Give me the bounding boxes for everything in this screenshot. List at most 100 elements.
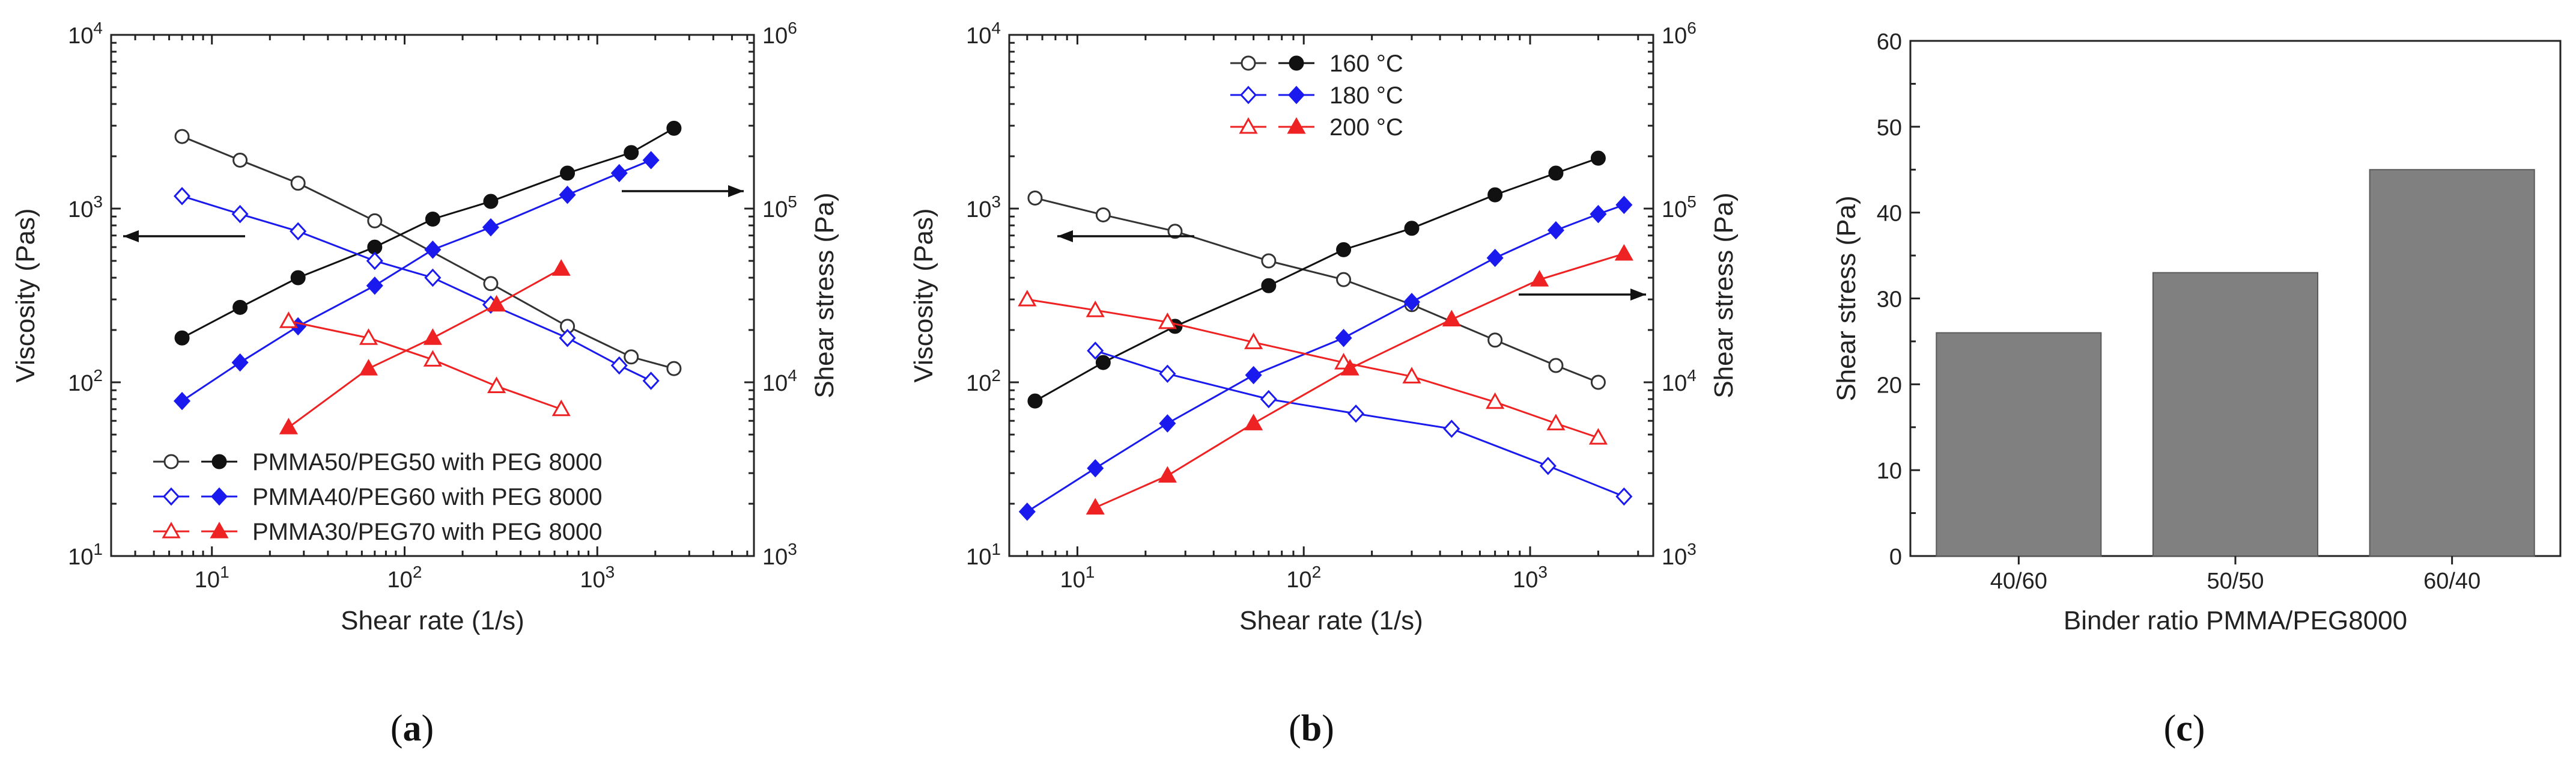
y-tick-label: 102 (68, 366, 103, 396)
data-point (1590, 374, 1606, 390)
data-point (610, 163, 628, 183)
legend-label: PMMA40/PEG60 with PEG 8000 (252, 484, 603, 510)
y-tick-label: 101 (68, 540, 103, 570)
data-point (559, 185, 576, 204)
arrow-head (123, 230, 139, 242)
data-point (1261, 253, 1277, 269)
y-tick-label: 30 (1877, 287, 1902, 313)
chart-b: 101 102 103 101 102 103 104 103 104 105 106 Shear r… (909, 19, 1739, 635)
y2-tick-label: 104 (1662, 366, 1697, 396)
data-point (1244, 332, 1263, 349)
data-point (1588, 428, 1608, 445)
data-point (624, 145, 639, 160)
data-point (1442, 310, 1461, 326)
y-tick-label: 103 (68, 192, 103, 222)
data-point (1487, 187, 1503, 203)
chart-c: 0 10 20 30 40 50 60 40/60 50/50 60/40 Binder ratio… (1832, 29, 2562, 635)
data-point (1261, 278, 1277, 293)
y2-tick-label: 105 (1662, 192, 1697, 222)
x-tick-label: 103 (1513, 563, 1548, 593)
arrow-head (728, 185, 744, 197)
legend-marker-filled (1287, 117, 1306, 134)
legend-label: PMMA30/PEG70 with PEG 8000 (252, 519, 603, 545)
y-axis-label: Shear stress (Pa) (1832, 195, 1861, 401)
series-4 (1018, 290, 1608, 445)
data-point (1614, 243, 1633, 261)
legend-label: PMMA50/PEG50 with PEG 8000 (252, 449, 603, 475)
legend-entry: PMMA30/PEG70 with PEG 8000 (153, 519, 603, 545)
x-tick-label: 50/50 (2207, 569, 2264, 594)
data-point (423, 350, 442, 367)
legend-entry: 160 °C (1230, 50, 1403, 77)
series-5 (1086, 243, 1633, 515)
data-point (173, 391, 191, 411)
data-point (1443, 420, 1460, 438)
data-point (367, 213, 383, 228)
x-tick-label: 102 (387, 563, 422, 593)
legend-marker-open (1241, 55, 1256, 71)
y2-axis-label: Shear stress (Pa) (810, 192, 839, 398)
arrow-head (1057, 230, 1073, 242)
data-point (359, 359, 378, 376)
data-point (1539, 456, 1557, 475)
y2-tick-label: 103 (762, 540, 797, 570)
series-1 (174, 120, 682, 346)
data-point (551, 259, 571, 276)
y-tick-label: 104 (966, 19, 1001, 49)
legend-entry: PMMA50/PEG50 with PEG 8000 (153, 449, 603, 475)
data-point (487, 295, 506, 312)
series-3 (1018, 195, 1633, 521)
caption-c: (c) (2164, 708, 2205, 749)
series-line (181, 159, 652, 402)
data-point (1245, 365, 1262, 385)
legend-entry: 200 °C (1230, 114, 1403, 141)
data-point (1548, 165, 1564, 181)
data-point (666, 361, 682, 376)
y-tick-label: 104 (68, 19, 103, 49)
series-4 (279, 311, 571, 417)
data-point (290, 176, 306, 191)
y2-axis-label: Shear stress (Pa) (1709, 192, 1739, 398)
arrow-head (1630, 289, 1646, 301)
legend-label: 200 °C (1329, 114, 1403, 141)
y-tick-label: 103 (966, 192, 1001, 222)
legend-marker-open (163, 454, 179, 469)
data-point (366, 251, 383, 270)
data-point (1402, 367, 1421, 383)
data-point (551, 399, 571, 417)
legend-marker-filled (1287, 85, 1305, 105)
legend-marker-open (1239, 85, 1257, 105)
data-point (487, 376, 506, 393)
data-point (1336, 272, 1352, 287)
caption-b: (b) (1289, 708, 1334, 749)
series-1 (1027, 150, 1606, 409)
legend-marker-open (1239, 117, 1258, 134)
data-point (482, 218, 499, 237)
data-point (423, 328, 442, 345)
x-tick-label: 40/60 (1990, 569, 2047, 594)
y-tick-label: 50 (1877, 115, 1902, 141)
y2-tick-label: 106 (762, 19, 797, 49)
data-point (1404, 221, 1420, 236)
series-line (181, 195, 652, 382)
legend-marker-filled (210, 487, 228, 506)
data-point (290, 222, 307, 241)
x-tick-label: 101 (1060, 563, 1095, 593)
data-point (1159, 414, 1176, 433)
data-point (1546, 414, 1566, 430)
legend-marker-filled (1289, 55, 1304, 71)
y-tick-label: 101 (966, 540, 1001, 570)
viscosity-arrow (1057, 230, 1194, 242)
x-axis-label: Shear rate (1/s) (341, 606, 524, 635)
data-point (1530, 270, 1549, 287)
x-tick-label: 102 (1286, 563, 1321, 593)
series-5 (279, 259, 571, 435)
stress-arrow (1519, 289, 1646, 301)
data-point (1086, 498, 1105, 515)
y2-tick-label: 106 (1662, 19, 1697, 49)
data-point (232, 299, 248, 315)
data-point (1027, 190, 1043, 206)
series-0 (1027, 190, 1606, 390)
stress-arrow (622, 185, 744, 197)
data-point (290, 270, 306, 286)
